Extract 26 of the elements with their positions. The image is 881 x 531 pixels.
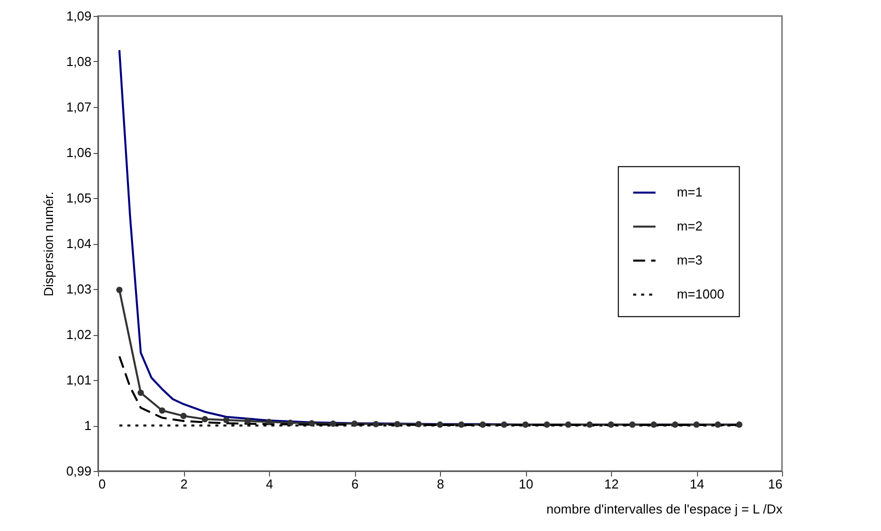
y-tick-label: 1 [84, 418, 92, 433]
x-tick-label: 10 [518, 476, 534, 492]
x-tick-label: 14 [690, 476, 704, 492]
y-tick-label: 1,02 [66, 327, 92, 342]
y-tick-label: 0,99 [66, 464, 92, 478]
y-tick-label: 1,08 [66, 54, 92, 69]
x-tick-label: 12 [604, 476, 619, 492]
y-tick-label: 1,06 [66, 145, 92, 160]
x-tick-label: 6 [351, 476, 359, 492]
x-tick-label: 8 [436, 476, 444, 492]
y-tick-label: 1,05 [66, 190, 92, 206]
y-tick-label: 1,01 [66, 372, 92, 388]
legend-label: m=1 [676, 184, 702, 200]
y-tick-label: 1,04 [66, 236, 92, 251]
legend-label: m=3 [676, 252, 702, 268]
x-tick-label: 2 [180, 476, 188, 492]
y-tick-label: 1,03 [66, 282, 92, 296]
x-tick-label: 16 [768, 476, 782, 492]
legend-label: m=2 [676, 218, 702, 234]
x-tick-label: 0 [98, 476, 106, 492]
y-tick-label: 1,09 [66, 8, 92, 24]
legend-label: m=1000 [676, 286, 724, 302]
y-tick-label: 1,07 [66, 100, 92, 114]
x-tick-label: 4 [266, 476, 274, 492]
x-axis-title: nombre d'intervalles de l'espace j = L /Dx [546, 502, 783, 516]
y-axis-title: Dispersion numér. [41, 192, 56, 296]
